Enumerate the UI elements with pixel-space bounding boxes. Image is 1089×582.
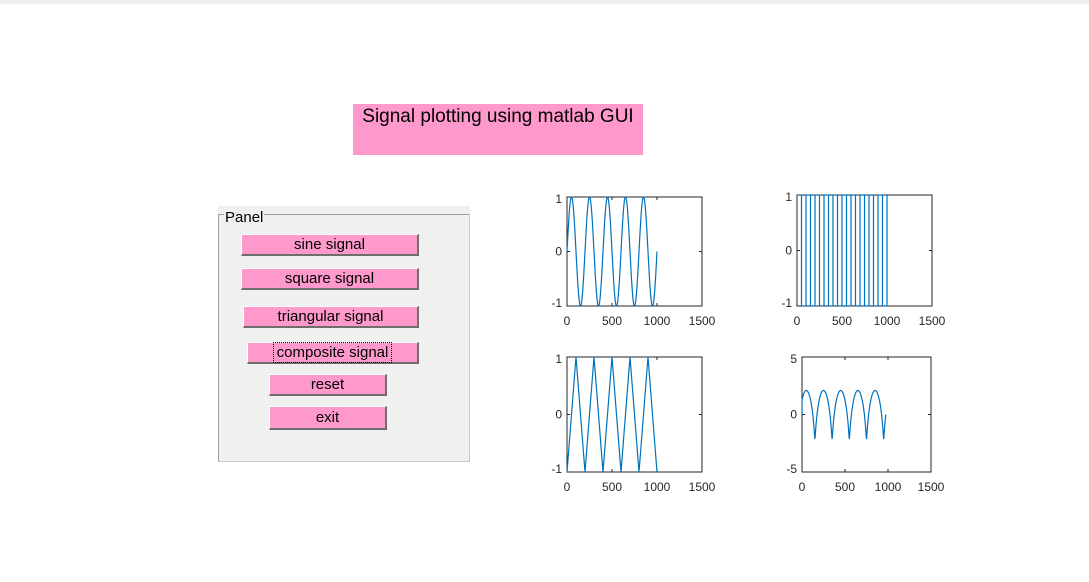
triangular-signal-button[interactable]: triangular signal <box>243 306 419 328</box>
x-tick-label: 1500 <box>918 480 945 494</box>
composite-plot: 0 500 1000 1500-505 <box>786 352 944 494</box>
y-tick-label: 1 <box>555 192 562 206</box>
x-tick-label: 1000 <box>644 314 671 328</box>
panel-border <box>218 214 470 462</box>
x-tick-label: 500 <box>835 480 855 494</box>
composite-signal-label: composite signal <box>272 342 393 363</box>
x-tick-label: 1500 <box>689 480 716 494</box>
panel-title: Panel <box>224 209 265 226</box>
sine-plot: 0 500 1000 1500-101 <box>551 192 715 328</box>
composite-signal-button[interactable]: composite signal <box>247 342 419 364</box>
page-title: Signal plotting using matlab GUI <box>362 106 634 127</box>
triangular-plot-line <box>566 356 658 473</box>
triangular-plot: 0 500 1000 1500-101 <box>551 352 715 494</box>
reset-label: reset <box>310 376 345 393</box>
sine-signal-button[interactable]: sine signal <box>241 234 419 256</box>
x-tick-label: 0 <box>564 480 571 494</box>
x-tick-label: 0 <box>799 480 806 494</box>
y-tick-label: -1 <box>551 462 562 476</box>
y-tick-label: 1 <box>555 352 562 366</box>
x-tick-label: 500 <box>832 314 852 328</box>
exit-button[interactable]: exit <box>269 406 387 430</box>
y-tick-label: 0 <box>790 408 797 422</box>
y-tick-label: 0 <box>555 245 562 259</box>
square-plot-line <box>797 194 888 307</box>
x-tick-label: 500 <box>602 314 622 328</box>
y-tick-label: -1 <box>551 296 562 310</box>
square-plot: 0 500 1000 1500-101 <box>781 190 945 328</box>
square-signal-label: square signal <box>284 270 375 287</box>
x-tick-label: 0 <box>794 314 801 328</box>
window-top-bar <box>0 0 1089 4</box>
y-tick-label: 1 <box>785 190 792 204</box>
y-tick-label: -5 <box>786 462 797 476</box>
reset-button[interactable]: reset <box>269 374 387 396</box>
y-tick-label: 5 <box>790 352 797 366</box>
x-tick-label: 1500 <box>689 314 716 328</box>
exit-label: exit <box>315 409 340 426</box>
y-tick-label: 0 <box>785 244 792 258</box>
axes-box <box>801 356 932 473</box>
y-tick-label: 0 <box>555 408 562 422</box>
axes-box <box>566 196 703 307</box>
y-tick-label: -1 <box>781 296 792 310</box>
x-tick-label: 500 <box>602 480 622 494</box>
title-box: Signal plotting using matlab GUI <box>353 104 643 155</box>
x-tick-label: 1500 <box>919 314 946 328</box>
x-tick-label: 1000 <box>874 314 901 328</box>
sine-plot-line <box>566 196 658 307</box>
sine-signal-label: sine signal <box>294 236 365 253</box>
x-tick-label: 1000 <box>644 480 671 494</box>
triangular-signal-label: triangular signal <box>277 308 384 325</box>
composite-plot-line <box>801 389 887 440</box>
x-tick-label: 1000 <box>875 480 902 494</box>
square-signal-button[interactable]: square signal <box>241 268 419 290</box>
x-tick-label: 0 <box>564 314 571 328</box>
